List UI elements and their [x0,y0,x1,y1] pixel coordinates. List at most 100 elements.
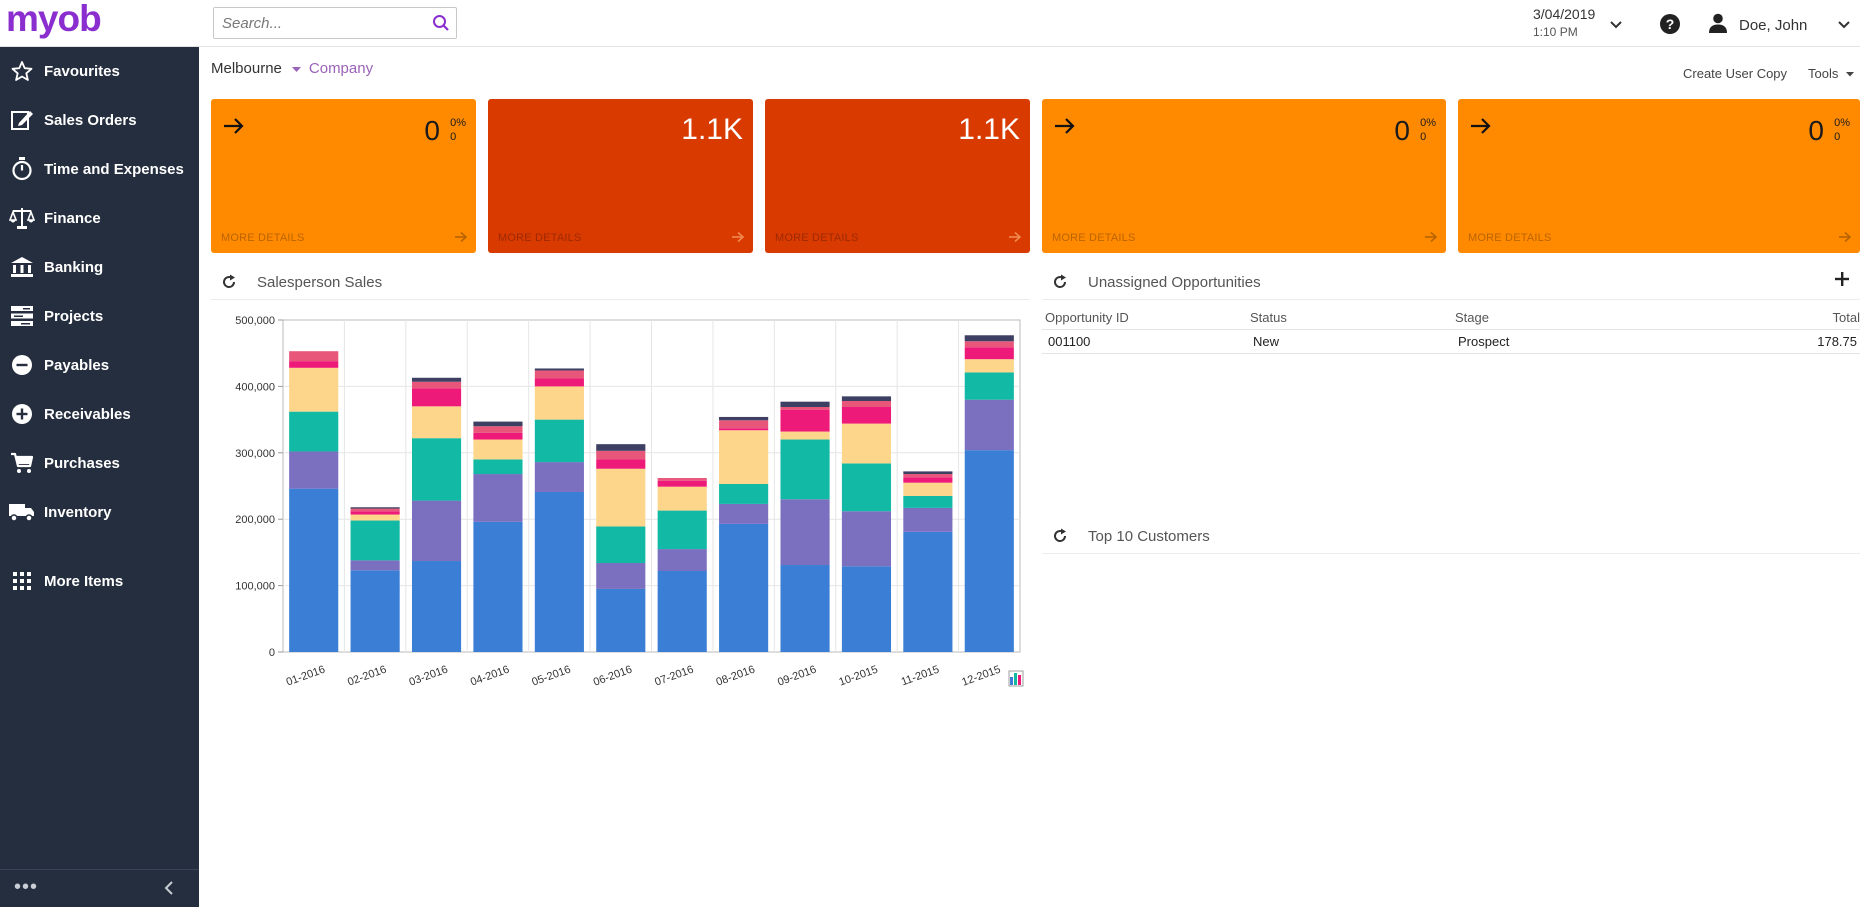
stopwatch-icon [0,157,44,181]
bar-segment [657,486,707,511]
bar-segment [841,423,892,464]
table-row[interactable]: 001100 New Prospect 178.75 [1042,330,1860,354]
bar-segment [534,378,584,387]
more-details-link[interactable]: MORE DETAILS [775,232,859,244]
bar-segment [841,566,892,652]
chevron-down-icon[interactable] [1609,17,1623,35]
bar-segment [657,480,707,487]
collapse-sidebar-icon[interactable] [163,880,175,901]
more-details-link[interactable]: MORE DETAILS [1052,232,1136,244]
opportunity-id-link[interactable]: 001100 [1048,334,1091,349]
refresh-icon[interactable] [221,274,237,290]
bar-segment [289,361,339,368]
sidebar-item-favourites[interactable]: Favourites [0,51,199,91]
sidebar-item-receivables[interactable]: Receivables [0,394,199,434]
help-icon[interactable]: ? [1659,13,1681,40]
svg-text:?: ? [1666,16,1675,32]
column-header[interactable]: Status [1250,310,1287,325]
salesperson-sales-chart: 0 100,000 200,000 300,000 400,000 500,000 01-2… [205,305,1035,700]
time-text: 1:10 PM [1533,25,1578,39]
chart-type-icon [1010,677,1013,685]
sidebar-item-projects[interactable]: Projects [0,296,199,336]
bar-segment [350,570,400,652]
brand-name: myob [6,0,101,39]
chart-type-icon [1018,675,1021,685]
bar-segment [964,335,1014,342]
myob-logo[interactable]: myob [6,0,196,47]
search-input[interactable] [214,8,414,38]
stacked-bar-chart: 0 100,000 200,000 300,000 400,000 500,000 01-2… [235,315,1024,689]
y-tick-label: 300,000 [235,448,275,460]
column-header[interactable]: Total [1832,310,1860,325]
sidebar-item-purchases[interactable]: Purchases [0,443,199,483]
refresh-icon[interactable] [1052,528,1068,544]
sidebar-item-finance[interactable]: Finance [0,198,199,238]
widget-title: Salesperson Sales [257,273,383,291]
column-header[interactable]: Stage [1455,310,1489,325]
sidebar-item-label: Receivables [44,405,131,423]
bar-segment [596,526,646,564]
create-user-copy-button[interactable]: Create User Copy [1683,66,1788,81]
kpi-tile[interactable]: 0 0% 0 MORE DETAILS [1458,99,1860,253]
more-details-link[interactable]: MORE DETAILS [221,232,305,244]
refresh-icon[interactable] [1052,274,1068,290]
branch-selector[interactable]: Melbourne [211,60,282,77]
sidebar-item-label: Finance [44,209,101,227]
x-tick-label: 10-2015 [837,664,879,689]
x-tick-label: 11-2015 [900,664,941,689]
sidebar-item-inventory[interactable]: Inventory [0,492,199,532]
sidebar-item-sales-orders[interactable]: Sales Orders [0,100,199,140]
bar-segment [657,570,707,652]
sidebar-item-payables[interactable]: Payables [0,345,199,385]
bar-segment [596,450,646,460]
bar-segment [964,359,1014,373]
sidebar-item-banking[interactable]: Banking [0,247,199,287]
company-link[interactable]: Company [308,60,374,77]
bar-segment [780,565,830,652]
kpi-value: 0 [424,115,440,146]
column-header[interactable]: Opportunity ID [1045,310,1129,325]
kpi-change: 0% 0 [1420,117,1436,143]
x-tick-label: 06-2016 [592,664,634,689]
more-details-link[interactable]: MORE DETAILS [498,232,582,244]
edit-icon [0,108,44,132]
add-icon[interactable] [1834,271,1850,292]
bar-segment [719,523,769,652]
bar-segment [411,388,462,407]
arrow-right-icon[interactable] [731,230,745,248]
x-tick-label: 04-2016 [469,664,511,689]
user-menu[interactable]: Doe, John [1707,12,1807,39]
business-date[interactable]: 3/04/2019 1:10 PM [1533,6,1595,39]
bar-segment [964,341,1014,348]
kpi-tile[interactable]: 0 0% 0 MORE DETAILS [1042,99,1446,253]
arrow-right-icon[interactable] [1424,230,1438,248]
search-box[interactable] [213,7,457,39]
bar-segment [964,450,1014,652]
user-icon [1707,12,1729,39]
kpi-tile[interactable]: 0 0% 0 MORE DETAILS [211,99,476,253]
bar-segment [534,386,584,420]
bar-segment [289,411,339,452]
more-dots-icon[interactable]: ••• [14,876,39,898]
bar-segment [841,401,892,407]
bar-segment [719,503,769,524]
kpi-tile[interactable]: 1.1K MORE DETAILS [488,99,753,253]
search-icon[interactable] [432,14,450,37]
kpi-tile[interactable]: 1.1K MORE DETAILS [765,99,1030,253]
arrow-right-icon[interactable] [454,230,468,248]
scales-icon [0,206,44,230]
arrow-right-icon[interactable] [1008,230,1022,248]
sidebar-item-time-and-expenses[interactable]: Time and Expenses [0,149,199,189]
chevron-down-icon[interactable] [1837,17,1851,35]
caret-down-icon[interactable] [291,60,301,77]
sidebar-item-label: Banking [44,258,104,276]
arrow-right-icon[interactable] [1838,230,1852,248]
truck-icon [0,502,44,522]
x-tick-label: 02-2016 [346,664,388,689]
tools-button[interactable]: Tools [1808,66,1854,81]
more-details-link[interactable]: MORE DETAILS [1468,232,1552,244]
sidebar-item-more-items[interactable]: More Items [0,561,199,601]
bar-segment [411,377,462,382]
bar-segment [534,368,584,371]
bar-segment [903,495,953,508]
